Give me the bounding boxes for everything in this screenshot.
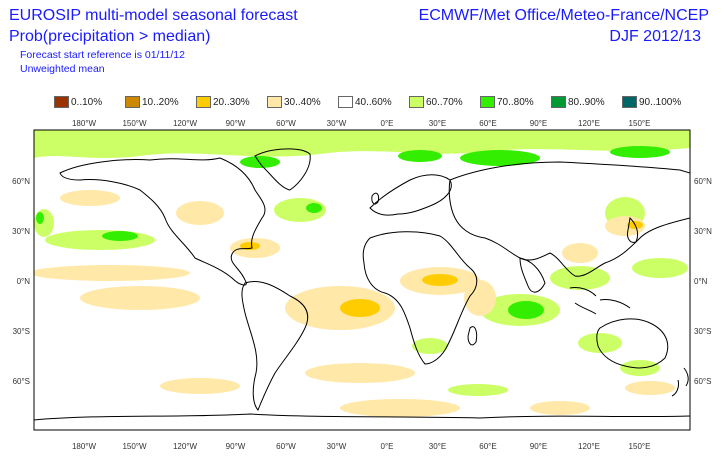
longitude-tick-label: 90°W bbox=[226, 442, 246, 451]
longitude-tick-label: 90°E bbox=[530, 442, 547, 451]
map-frame bbox=[33, 129, 691, 431]
longitude-tick-label: 150°E bbox=[629, 442, 651, 451]
longitude-tick-label: 150°W bbox=[122, 119, 147, 128]
legend-swatch bbox=[196, 96, 211, 108]
latitude-tick-label: 30°S bbox=[694, 327, 711, 336]
longitude-tick-label: 60°E bbox=[479, 442, 496, 451]
longitude-tick-label: 180°W bbox=[72, 119, 97, 128]
latitude-tick-label: 60°N bbox=[12, 177, 30, 186]
latitude-tick-label: 60°N bbox=[694, 177, 712, 186]
legend-label: 30..40% bbox=[284, 96, 321, 108]
map-subtitle: Prob(precipitation > median) bbox=[9, 28, 211, 45]
legend-item: 40..60% bbox=[338, 95, 392, 109]
latitude-tick-label: 60°S bbox=[13, 377, 30, 386]
longitude-tick-label: 150°W bbox=[122, 442, 147, 451]
longitude-tick-label: 120°W bbox=[173, 442, 198, 451]
legend-label: 80..90% bbox=[568, 96, 605, 108]
longitude-tick-label: 60°W bbox=[276, 119, 296, 128]
longitude-tick-label: 120°E bbox=[578, 119, 600, 128]
legend-item: 80..90% bbox=[551, 95, 605, 109]
legend-swatch bbox=[409, 96, 424, 108]
weighting-note: Unweighted mean bbox=[20, 63, 105, 75]
longitude-tick-label: 0°E bbox=[381, 442, 394, 451]
longitude-tick-label: 0°E bbox=[381, 119, 394, 128]
legend-swatch bbox=[125, 96, 140, 108]
longitude-tick-label: 30°W bbox=[327, 442, 347, 451]
latitude-ticks: 60°N 60°N 30°N 30°N 0°N 0°N 30°S 30°S 60°S 60°S bbox=[12, 177, 712, 386]
latitude-tick-label: 30°N bbox=[12, 227, 30, 236]
legend-swatch bbox=[480, 96, 495, 108]
latitude-tick-label: 0°N bbox=[17, 277, 31, 286]
longitude-tick-label: 120°W bbox=[173, 119, 198, 128]
forecast-start-note: Forecast start reference is 01/11/12 bbox=[20, 49, 185, 61]
legend-label: 20..30% bbox=[213, 96, 250, 108]
latitude-tick-label: 0°N bbox=[694, 277, 708, 286]
latitude-tick-label: 30°N bbox=[694, 227, 712, 236]
longitude-tick-label: 90°E bbox=[530, 119, 547, 128]
legend-item: 90..100% bbox=[622, 95, 681, 109]
legend-label: 0..10% bbox=[71, 96, 103, 108]
longitude-tick-label: 30°E bbox=[429, 442, 446, 451]
legend-swatch bbox=[54, 96, 69, 108]
coastlines bbox=[34, 148, 690, 421]
legend-item: 70..80% bbox=[480, 95, 534, 109]
legend-item: 10..20% bbox=[125, 95, 179, 109]
latitude-tick-label: 30°S bbox=[13, 327, 30, 336]
legend-swatch bbox=[551, 96, 566, 108]
longitude-tick-label: 90°W bbox=[226, 119, 246, 128]
probability-fields bbox=[34, 130, 690, 417]
longitude-tick-label: 30°W bbox=[327, 119, 347, 128]
legend-label: 10..20% bbox=[142, 96, 179, 108]
longitude-tick-label: 60°E bbox=[479, 119, 496, 128]
legend-item: 20..30% bbox=[196, 95, 250, 109]
legend-item: 60..70% bbox=[409, 95, 463, 109]
legend-label: 60..70% bbox=[426, 96, 463, 108]
longitude-tick-label: 60°W bbox=[276, 442, 296, 451]
probability-legend: 0..10% 10..20% 20..30% 30..40% 40..60% 60..70… bbox=[54, 95, 694, 109]
map-title: EUROSIP multi-model seasonal forecast bbox=[9, 7, 298, 24]
longitude-tick-label: 30°E bbox=[429, 119, 446, 128]
legend-swatch bbox=[338, 96, 353, 108]
legend-swatch bbox=[622, 96, 637, 108]
legend-swatch bbox=[267, 96, 282, 108]
legend-label: 90..100% bbox=[639, 96, 682, 108]
legend-item: 0..10% bbox=[54, 95, 102, 109]
centres-label: ECMWF/Met Office/Meteo-France/NCEP bbox=[418, 7, 709, 24]
legend-label: 70..80% bbox=[497, 96, 534, 108]
latitude-tick-label: 60°S bbox=[694, 377, 711, 386]
longitude-ticks: 180°W 180°W 150°W 150°W 120°W 120°W 90°W 90°W 60… bbox=[72, 119, 651, 451]
legend-label: 40..60% bbox=[355, 96, 392, 108]
legend-item: 30..40% bbox=[267, 95, 321, 109]
season-label: DJF 2012/13 bbox=[609, 28, 701, 45]
longitude-tick-label: 120°E bbox=[578, 442, 600, 451]
world-map: 180°W 180°W 150°W 150°W 120°W 120°W 90°W 90°W 60… bbox=[12, 119, 712, 451]
longitude-tick-label: 150°E bbox=[629, 119, 651, 128]
longitude-tick-label: 180°W bbox=[72, 442, 97, 451]
